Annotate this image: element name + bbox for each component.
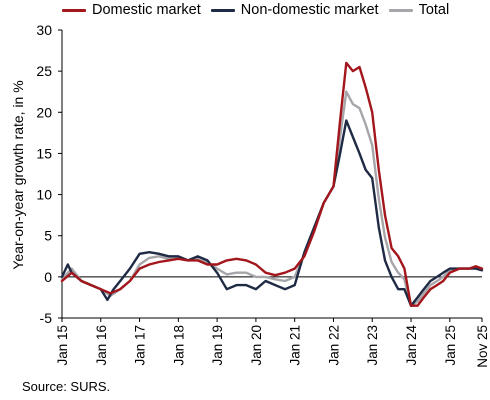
legend-label-non-domestic: Non-domestic market xyxy=(240,2,379,18)
x-tick-label: Jan 16 xyxy=(94,325,109,366)
legend-swatch-non-domestic xyxy=(210,8,235,12)
y-tick-label: 30 xyxy=(36,22,52,38)
legend-swatch-domestic xyxy=(62,8,86,12)
y-tick-label: 0 xyxy=(44,269,52,285)
y-tick-label: 10 xyxy=(36,187,52,203)
legend: Domestic market Non-domestic market Tota… xyxy=(62,2,449,18)
x-tick-label: Jan 18 xyxy=(171,325,186,366)
series-line-0 xyxy=(60,61,484,307)
series-line-1 xyxy=(60,119,484,307)
x-tick-label: Jan 23 xyxy=(365,325,380,366)
x-tick-label: Jan 17 xyxy=(133,325,148,366)
y-tick-label: -5 xyxy=(40,310,53,326)
x-tick-label: Jan 24 xyxy=(404,325,419,366)
x-tick-label: Nov 25 xyxy=(475,325,490,368)
y-axis: 30 25 20 15 10 5 0 -5 xyxy=(36,22,63,326)
x-axis: Jan 15 Jan 16 Jan 17 Jan 18 Jan 19 Jan 20 Jan … xyxy=(55,276,490,368)
x-tick-label: Jan 22 xyxy=(326,325,341,366)
x-tick-label: Jan 15 xyxy=(55,325,70,366)
legend-item-domestic: Domestic market xyxy=(62,2,201,18)
legend-label-domestic: Domestic market xyxy=(92,2,201,18)
y-tick-label: 20 xyxy=(36,104,52,120)
x-tick-label: Jan 25 xyxy=(443,325,458,366)
y-tick-label: 25 xyxy=(36,63,52,79)
y-axis-title: Year-on-year growth rate, in % xyxy=(10,80,26,270)
legend-label-total: Total xyxy=(418,2,450,18)
y-tick-label: 5 xyxy=(44,228,52,244)
source-note: Source: SURS. xyxy=(22,379,111,394)
series-layer xyxy=(60,61,484,307)
x-tick-label: Jan 20 xyxy=(249,325,264,366)
legend-item-total: Total xyxy=(388,2,450,18)
x-tick-label: Jan 19 xyxy=(210,325,225,366)
legend-swatch-total xyxy=(388,8,413,12)
legend-item-non-domestic: Non-domestic market xyxy=(210,2,379,18)
x-tick-label: Jan 21 xyxy=(288,325,303,366)
y-tick-label: 15 xyxy=(36,145,52,161)
